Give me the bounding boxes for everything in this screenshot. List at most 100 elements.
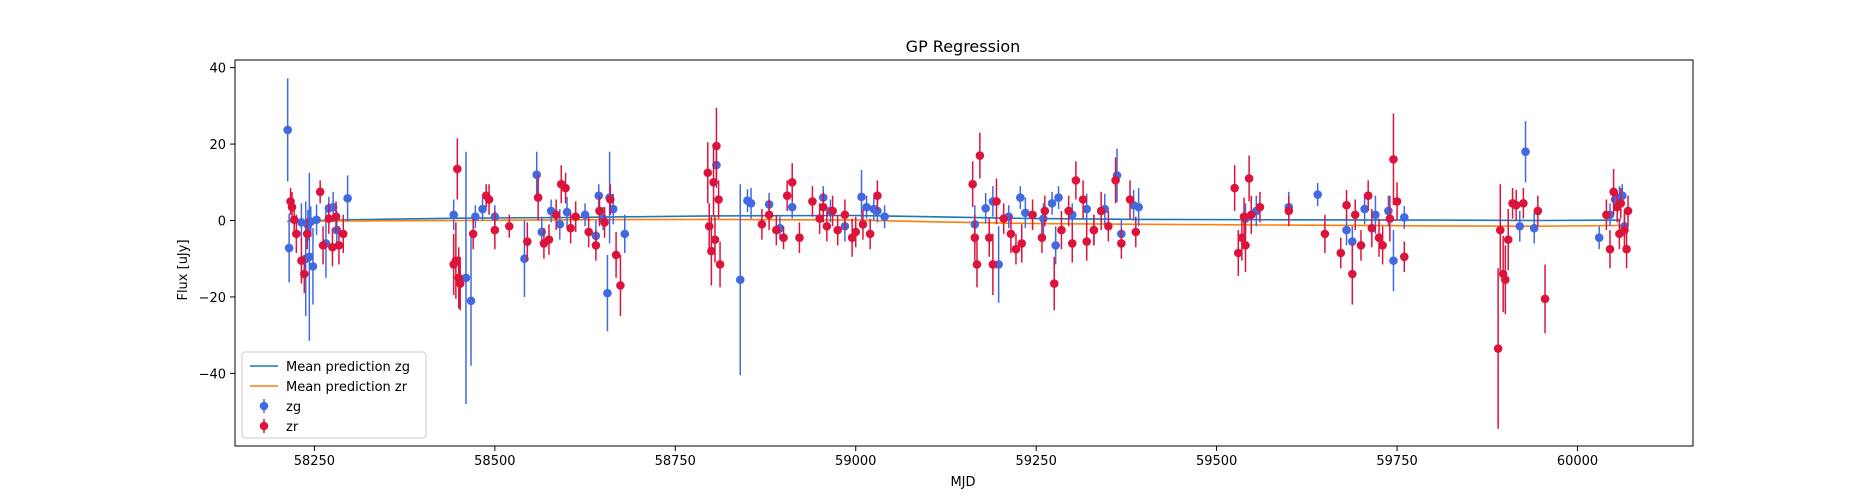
zg-point [857,192,866,202]
legend-label: zr [286,420,299,435]
zr-point [851,227,861,237]
zg-point [466,296,476,306]
zr-point [504,221,514,231]
zr-point [611,250,621,260]
zr-point [1006,229,1016,239]
zr-point [1342,200,1351,210]
zg-point [1360,204,1369,214]
zr-point [704,221,714,231]
zr-point [1501,275,1510,285]
x-tick-label: 58750 [655,454,696,469]
zr-point [453,164,462,174]
x-tick-label: 59000 [835,454,876,469]
zr-point [1071,176,1081,185]
y-tick-label: −40 [199,367,226,382]
zr-point [873,191,882,200]
zr-point [999,214,1008,223]
zg-point [1039,214,1048,223]
zg-point [461,273,471,283]
zr-point [1241,241,1250,250]
zg-point [284,243,294,253]
zr-point [787,177,797,187]
zr-point [1519,199,1528,208]
zr-point [1609,187,1618,197]
y-tick-label: −20 [199,291,226,306]
zg-point [580,210,590,220]
zr-point [1284,206,1294,216]
y-tick-label: 40 [209,62,226,77]
zr-point [1078,195,1088,204]
zg-point [471,212,480,221]
zg-point [1521,147,1530,157]
zr-point [1125,195,1135,204]
zr-point [455,279,465,288]
zg-point [562,207,572,217]
zr-point [1363,191,1373,200]
zg-point [1015,193,1025,202]
zr-point [1392,197,1402,206]
zg-point [297,218,306,227]
zr-point [1623,206,1633,216]
zr-point [1011,244,1021,254]
zr-point [833,225,842,235]
zg-point [1617,191,1627,200]
zr-point [551,210,561,220]
zr-point [822,221,832,231]
zg-point [746,199,756,208]
zg-point [981,203,990,213]
zr-point [1378,241,1387,250]
y-tick-label: 0 [218,215,226,230]
zr-point [1385,214,1395,223]
legend-label: zg [286,400,301,415]
zr-point [1246,210,1256,220]
zr-point [972,260,982,269]
zg-point [1051,241,1060,250]
zg-point [308,262,318,271]
x-tick-label: 59750 [1376,454,1417,469]
zr-point [714,195,723,204]
zr-point [865,229,875,239]
zr-point [561,183,570,193]
zr-point [1057,225,1066,235]
zg-point [862,202,871,212]
zg-point [343,194,352,203]
zr-point [1049,279,1059,288]
zr-point [1064,206,1073,216]
zr-point [712,141,721,151]
zg-point [1047,199,1057,208]
zr-point [968,179,977,189]
zr-point [1493,344,1503,353]
zr-point [1367,223,1377,233]
zr-point [566,223,575,233]
zr-point [331,212,341,221]
legend-box [241,351,427,439]
zr-point [1503,235,1513,244]
zg-point [1021,208,1030,218]
x-tick-label: 58250 [294,454,335,469]
zr-point [808,197,817,206]
zr-point [468,229,478,239]
zr-point [1350,210,1360,220]
zg-point [532,170,542,179]
zr-point [710,235,720,244]
zr-point [1096,206,1106,216]
data-points [283,78,1633,429]
zr-point [1230,183,1239,193]
zr-point [1037,233,1047,243]
zr-point [988,260,998,269]
zg-point [787,202,797,212]
zr-point [1117,239,1126,248]
zg-point [449,210,459,220]
zr-point [1082,237,1092,246]
zr-point [1605,244,1615,254]
zr-point [338,229,348,239]
legend-point-swatch [259,401,269,411]
zr-point [1620,225,1629,235]
zr-point [591,241,601,250]
zr-point [533,193,543,202]
zr-point [1336,248,1346,258]
zr-point [1511,200,1521,210]
x-tick-label: 60000 [1557,454,1598,469]
mean-line-zg [286,214,1621,223]
plot-frame [234,59,1694,447]
